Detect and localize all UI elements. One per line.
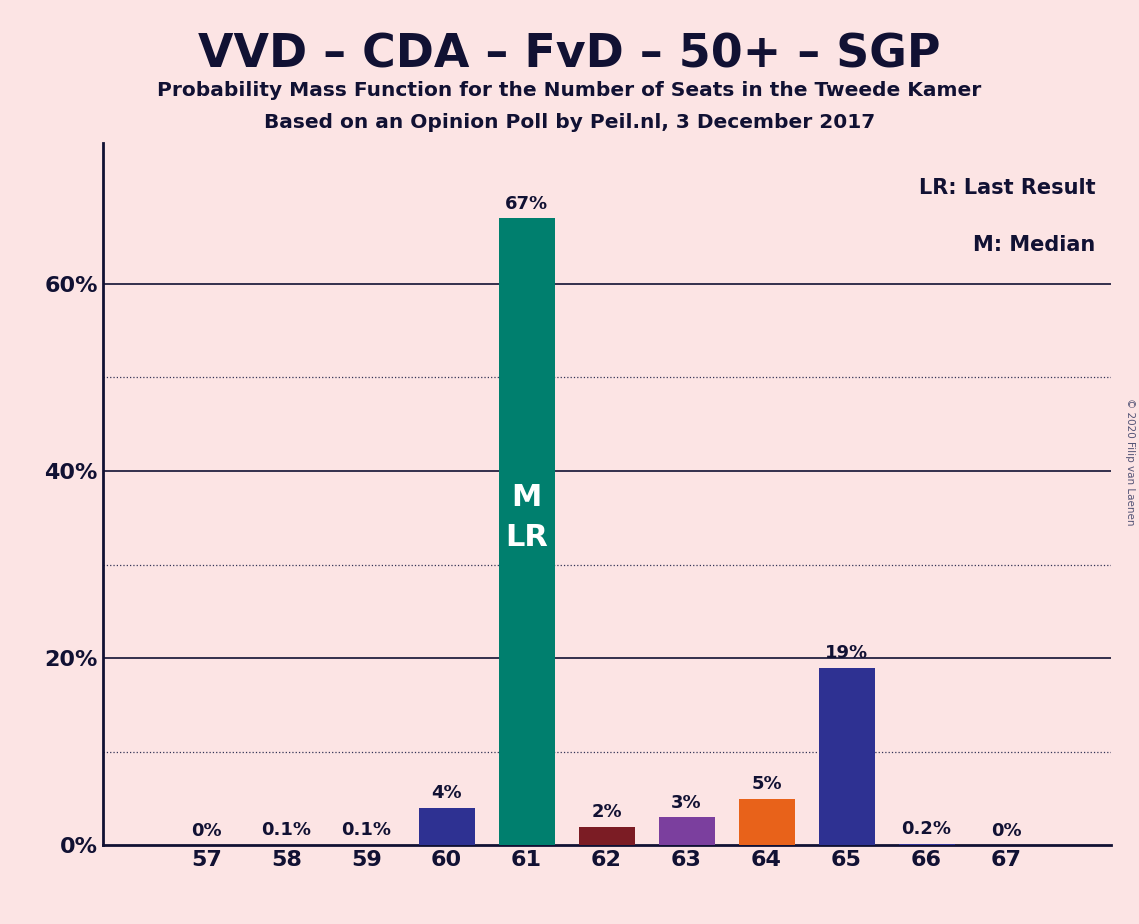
Text: 0.1%: 0.1%	[262, 821, 311, 839]
Text: 0%: 0%	[191, 821, 222, 840]
Text: 0.2%: 0.2%	[902, 820, 951, 838]
Bar	[738, 798, 795, 845]
Text: LR: Last Result: LR: Last Result	[919, 178, 1096, 199]
Text: M: Median: M: Median	[973, 235, 1096, 254]
Text: Based on an Opinion Poll by Peil.nl, 3 December 2017: Based on an Opinion Poll by Peil.nl, 3 D…	[264, 113, 875, 132]
Text: © 2020 Filip van Laenen: © 2020 Filip van Laenen	[1125, 398, 1134, 526]
Bar	[579, 827, 634, 845]
Text: M
LR: M LR	[505, 483, 548, 553]
Bar	[499, 218, 555, 845]
Text: VVD – CDA – FvD – 50+ – SGP: VVD – CDA – FvD – 50+ – SGP	[198, 32, 941, 78]
Bar	[899, 844, 954, 845]
Text: 5%: 5%	[752, 775, 781, 793]
Text: 4%: 4%	[432, 784, 461, 802]
Text: 2%: 2%	[591, 803, 622, 821]
Text: 3%: 3%	[671, 794, 702, 812]
Text: 19%: 19%	[825, 644, 868, 662]
Text: Probability Mass Function for the Number of Seats in the Tweede Kamer: Probability Mass Function for the Number…	[157, 81, 982, 101]
Text: 0%: 0%	[991, 821, 1022, 840]
Bar	[418, 808, 475, 845]
Bar	[819, 667, 875, 845]
Bar	[658, 818, 714, 845]
Text: 0.1%: 0.1%	[342, 821, 392, 839]
Text: 67%: 67%	[505, 195, 548, 213]
